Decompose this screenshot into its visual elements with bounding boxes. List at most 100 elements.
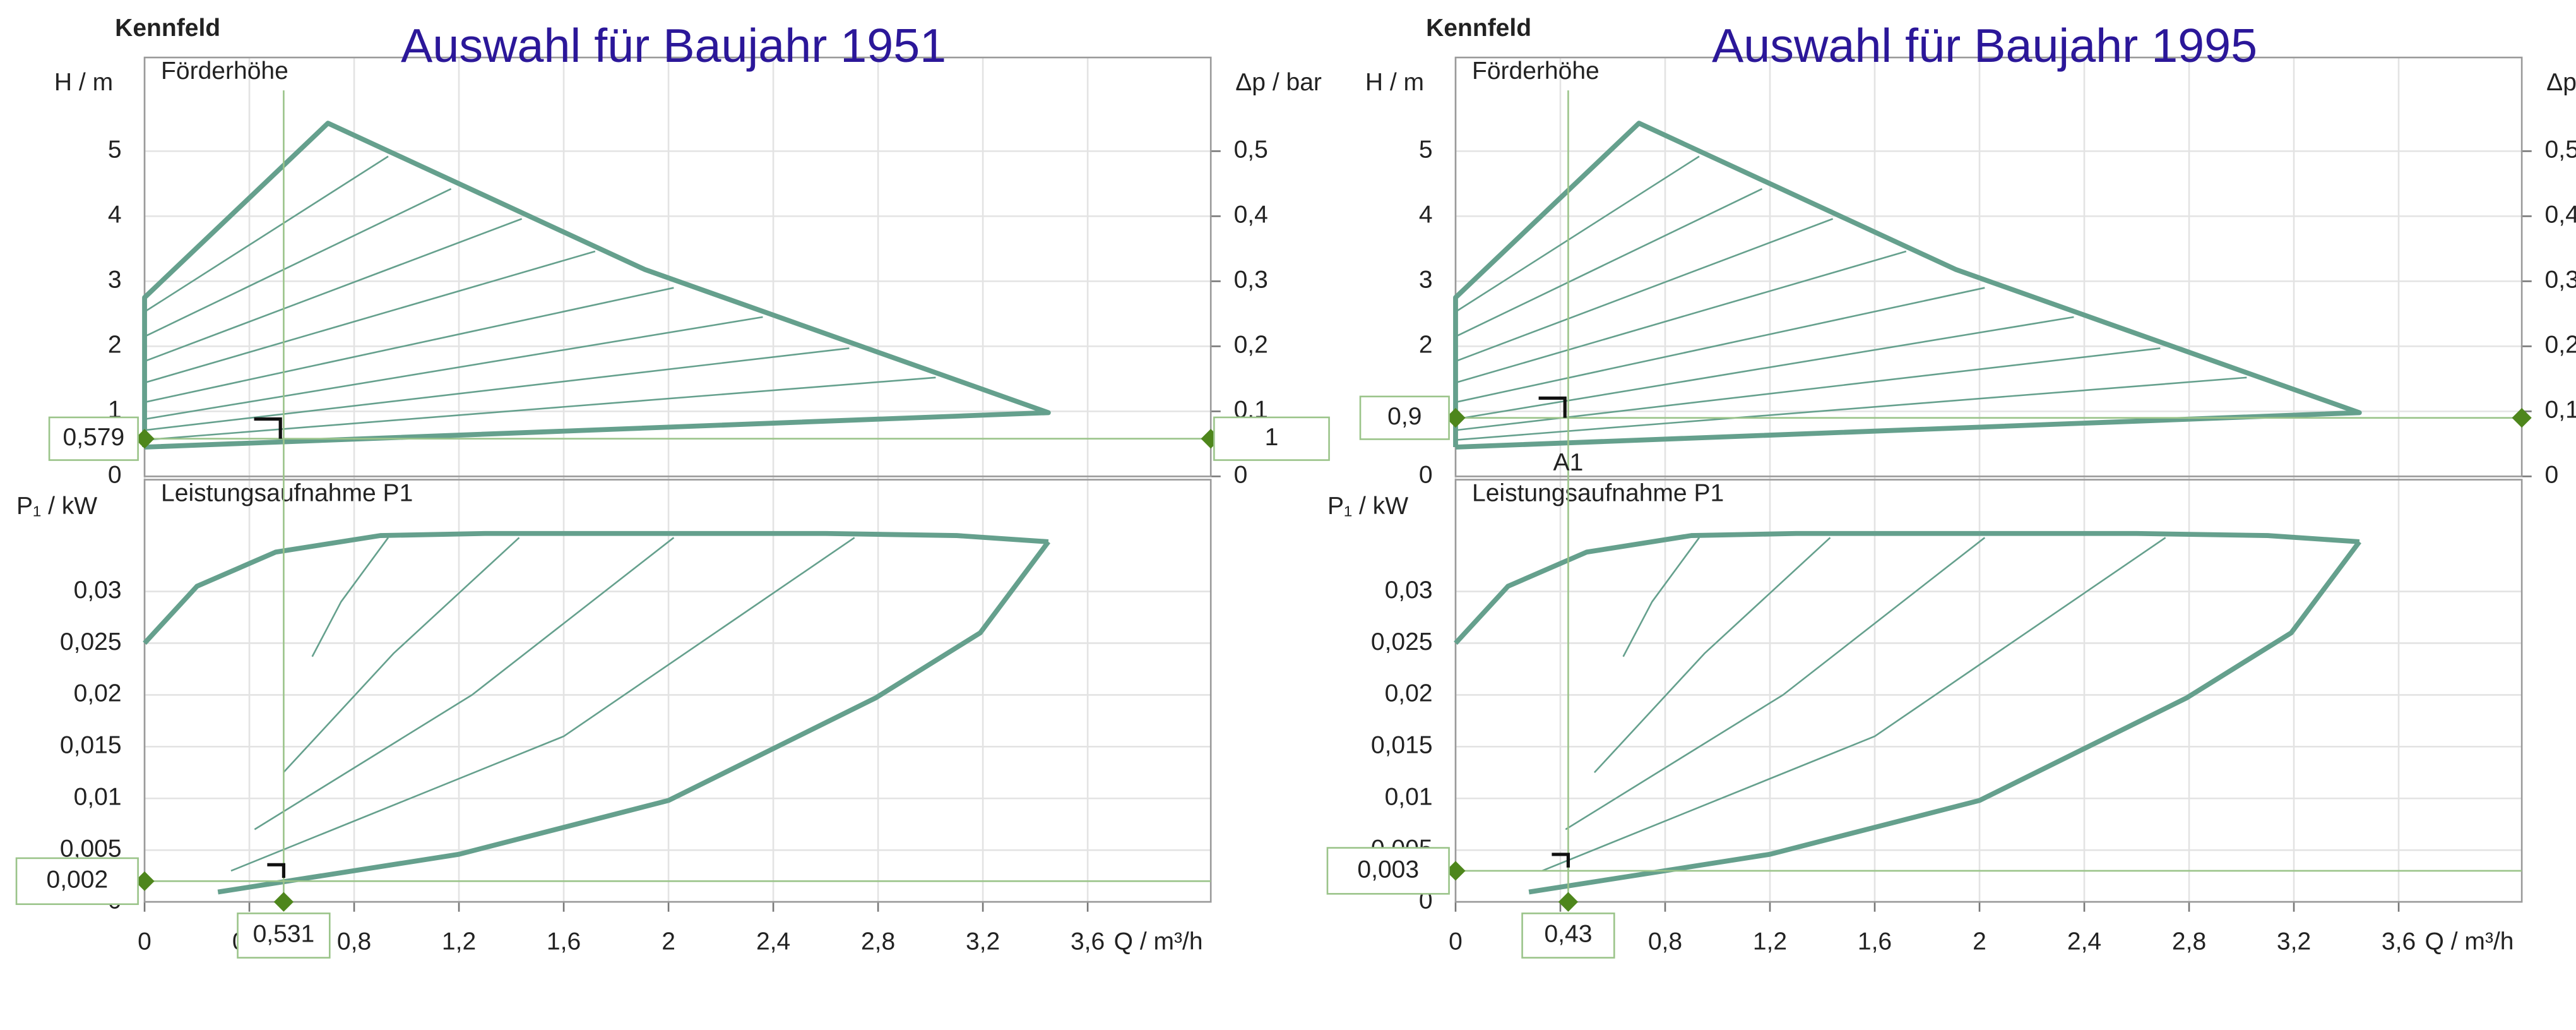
x-tick-label: 2,8	[861, 928, 895, 955]
y2-tick-label: 0,4	[1234, 201, 1268, 229]
x-tick-label: 1,2	[442, 928, 476, 955]
x-tick-label: 0	[1449, 928, 1463, 955]
x-tick-label: 3,2	[966, 928, 1000, 955]
curve	[1455, 347, 2161, 431]
op-symbol	[1552, 853, 1570, 868]
y-tick-label: 0,03	[74, 577, 122, 604]
y-tick-label: 0,03	[1385, 577, 1433, 604]
curve	[311, 537, 389, 657]
x-tick-label: 2	[1973, 928, 1986, 955]
x-tick-label: 2,4	[2067, 928, 2101, 955]
y-tick-label: 0,01	[1385, 784, 1433, 811]
curve	[1541, 537, 2166, 872]
y-tick-label: 0	[108, 462, 122, 489]
value-label: 0,002	[46, 866, 108, 894]
y-tick-label: 0,01	[74, 784, 122, 811]
x-tick-label: 3,6	[2382, 928, 2416, 955]
y-tick-label: 0,025	[60, 628, 122, 656]
value-label: 0,579	[63, 424, 125, 451]
curve	[144, 155, 389, 313]
y-tick-label: 0,02	[74, 680, 122, 707]
marker	[1558, 892, 1579, 912]
y-axis-label: H / m	[1365, 69, 1424, 96]
y2-tick-label: 0,2	[2545, 332, 2576, 359]
y-tick-label: 4	[1419, 201, 1433, 229]
x-tick-label: 3,2	[2277, 928, 2311, 955]
value-box	[1326, 847, 1450, 895]
plot-frame	[143, 479, 1212, 903]
x-axis-label: Q / m³/h	[1114, 928, 1203, 955]
plot-frame	[1454, 56, 2523, 477]
x-axis-label: Q / m³/h	[2425, 928, 2514, 955]
panel-label: Leistungsaufnahme P1	[1472, 479, 1724, 506]
chart-title: Auswahl für Baujahr 1951	[401, 19, 946, 72]
marker	[2512, 408, 2532, 428]
curve	[1455, 155, 1700, 313]
curve	[1528, 540, 2361, 895]
y2-tick-label: 0	[2545, 462, 2559, 489]
curve	[1455, 218, 1834, 362]
marker	[134, 871, 155, 891]
y2-tick-label: 0,1	[2545, 397, 2576, 424]
curve	[1455, 376, 2247, 441]
x-tick-label: 3,6	[1071, 928, 1105, 955]
curve	[283, 537, 520, 774]
panel-label: Leistungsaufnahme P1	[161, 479, 413, 506]
heading: Kennfeld	[115, 15, 220, 42]
marker	[1445, 408, 1466, 428]
x-tick-label: 0,8	[1648, 928, 1682, 955]
value-box	[237, 913, 331, 959]
plot-frame	[143, 56, 1212, 477]
curve	[142, 121, 1051, 450]
value-box	[48, 416, 139, 461]
y-tick-label: 3	[108, 266, 122, 294]
y2-axis-label: Δp / bar	[2546, 69, 2576, 96]
curve	[144, 347, 850, 431]
op-symbol	[1538, 396, 1567, 418]
x-tick-label: 1,2	[1753, 928, 1787, 955]
op-symbol	[254, 417, 282, 439]
value-box	[1359, 395, 1450, 440]
x-tick-label: 0,8	[337, 928, 371, 955]
curve	[144, 316, 763, 421]
y2-tick-label: 0,5	[1234, 136, 1268, 164]
curve	[1455, 287, 1985, 404]
heading: Kennfeld	[1426, 15, 1531, 42]
curve	[144, 250, 596, 384]
curve	[1455, 188, 1763, 338]
y2-tick-label: 0,2	[1234, 332, 1268, 359]
y-tick-label: 3	[1419, 266, 1433, 294]
value-label: 0,43	[1544, 921, 1592, 948]
x-tick-label: 2,8	[2172, 928, 2206, 955]
y-tick-label: 5	[108, 136, 122, 164]
y2-tick-label: 0,3	[2545, 266, 2576, 294]
curve	[144, 376, 936, 441]
curve	[144, 287, 674, 404]
y2-axis-label: Δp / bar	[1235, 69, 1322, 96]
curve	[254, 537, 675, 830]
chart-title: Auswahl für Baujahr 1995	[1712, 19, 2257, 72]
value-box	[15, 857, 139, 906]
value-label: 0,9	[1387, 403, 1422, 430]
curve	[1454, 530, 2360, 645]
value-label: 0,531	[253, 921, 315, 948]
x-tick-label: 0	[138, 928, 151, 955]
y2-tick-label: 0,5	[2545, 136, 2576, 164]
y-tick-label: 0,015	[60, 732, 122, 759]
x-tick-label: 2	[662, 928, 675, 955]
curve	[1455, 250, 1907, 384]
y-tick-label: 0,015	[1371, 732, 1433, 759]
op-symbol	[267, 863, 286, 878]
y-tick-label: 0	[1419, 462, 1433, 489]
value-box	[1213, 416, 1330, 461]
y-axis-label: P₁ / kW	[16, 493, 97, 520]
curve	[144, 188, 452, 338]
marker	[134, 429, 155, 449]
curve	[217, 540, 1050, 895]
curve	[1622, 537, 1700, 657]
marker	[1445, 861, 1466, 881]
plot-frame	[1454, 479, 2523, 903]
value-label: 0,003	[1357, 856, 1419, 883]
curve	[143, 530, 1049, 645]
